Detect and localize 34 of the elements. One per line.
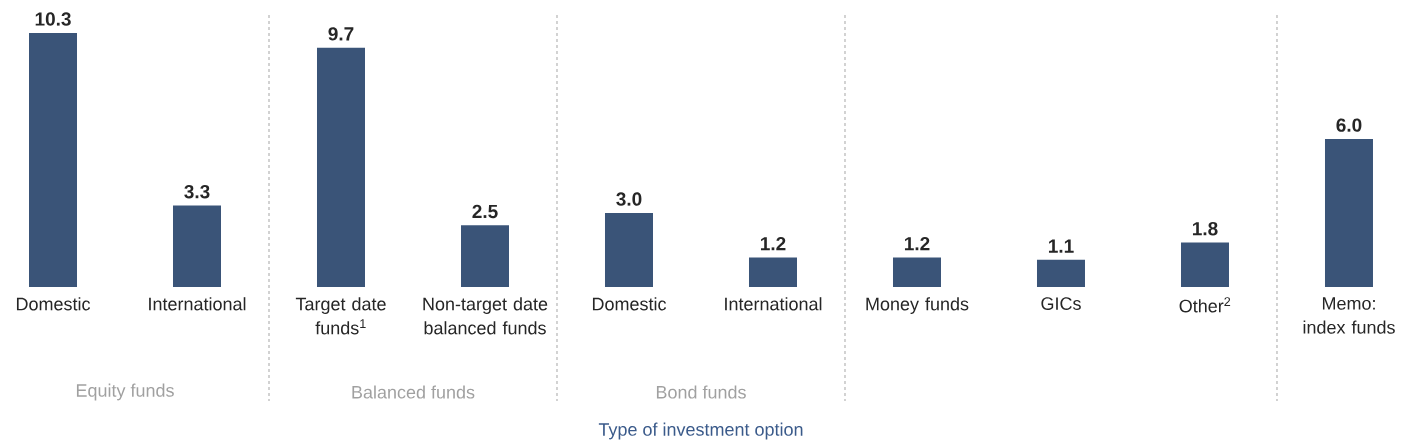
x-tick-label: International [725,297,822,311]
data-label: 3.3 [184,184,210,199]
x-tick-label: GICs [1041,297,1081,310]
text: Equity funds [76,383,174,401]
data-label: 10.3 [35,12,71,26]
data-label: 9.7 [328,27,354,41]
bar [1324,139,1373,287]
x-tick-label: Domestic [16,297,91,311]
data-label: 3.0 [616,192,642,206]
bar [461,225,509,287]
data-label: 1.8 [1192,221,1218,236]
text: Bond funds [656,385,746,399]
bar [1036,259,1085,287]
x-tick-label: Target date funds$^{1}$ [295,297,386,335]
text: Balanced funds [352,385,475,399]
bar [173,205,221,287]
text: Type of investment option [598,422,803,440]
data-label: 1.2 [904,236,930,251]
data-label: 1.1 [1048,239,1074,253]
data-label: 6.0 [1336,118,1362,132]
x-tick-label: Other$^{2}$ [1179,297,1231,313]
data-label: 1.2 [760,236,786,251]
data-label: 2.5 [472,204,498,219]
bar [317,47,365,287]
bar [893,257,941,287]
bar [1180,242,1229,287]
x-tick-label: Non-target date balanced funds [423,297,548,335]
x-tick-label: Memo: index funds [1303,297,1395,334]
x-tick-label: Money funds [866,297,969,314]
x-tick-label: Domestic [592,297,667,311]
bar [749,257,797,287]
bar [604,213,653,287]
bar [29,33,77,287]
x-tick-label: International [149,297,246,311]
